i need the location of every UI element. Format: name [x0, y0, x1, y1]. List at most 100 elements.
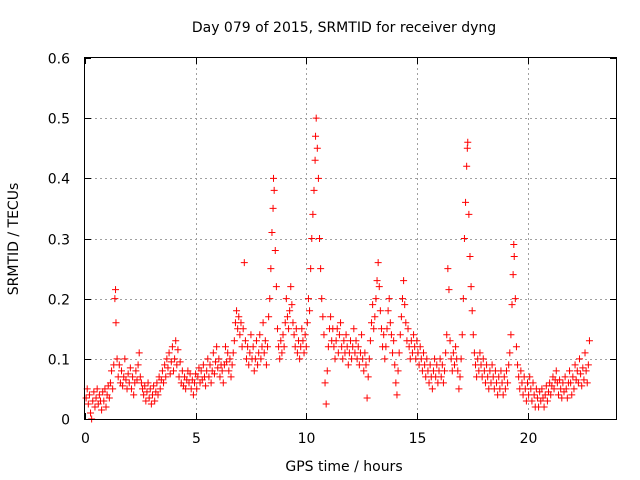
- data-point: [392, 379, 400, 387]
- data-point: [437, 373, 445, 381]
- data-point: [130, 391, 138, 399]
- data-point: [410, 331, 418, 339]
- data-point: [479, 355, 487, 363]
- data-point: [340, 337, 348, 345]
- data-point: [108, 367, 116, 375]
- data-point: [259, 319, 267, 327]
- data-point: [265, 313, 273, 321]
- data-point: [214, 364, 222, 372]
- data-point: [233, 307, 241, 315]
- data-point: [360, 367, 368, 375]
- data-point: [111, 295, 119, 303]
- data-point: [307, 265, 315, 273]
- data-point: [362, 361, 370, 369]
- data-point: [554, 391, 562, 399]
- data-point: [358, 331, 366, 339]
- data-point: [101, 385, 109, 393]
- data-point: [266, 295, 274, 303]
- data-point: [416, 343, 424, 351]
- data-point: [386, 319, 394, 327]
- data-point: [229, 349, 237, 357]
- data-point: [264, 343, 272, 351]
- data-point: [361, 349, 369, 357]
- data-point: [237, 319, 245, 327]
- data-point: [327, 313, 335, 321]
- data-point: [562, 385, 570, 393]
- data-point: [287, 283, 295, 291]
- data-point: [141, 382, 149, 390]
- data-point: [236, 331, 244, 339]
- data-point: [282, 295, 290, 303]
- x-tick-label: 15: [409, 431, 427, 447]
- data-point: [317, 265, 325, 273]
- data-point: [254, 361, 262, 369]
- data-point: [98, 406, 106, 414]
- y-tick-label: 0: [61, 413, 70, 429]
- data-point: [112, 286, 120, 294]
- data-point: [573, 367, 581, 375]
- data-point: [301, 331, 309, 339]
- data-point: [261, 337, 269, 345]
- data-point: [289, 319, 297, 327]
- data-point: [218, 367, 226, 375]
- data-point: [526, 373, 534, 381]
- data-point: [540, 403, 548, 411]
- data-point: [446, 337, 454, 345]
- data-point: [161, 361, 169, 369]
- data-point: [500, 373, 508, 381]
- data-point: [514, 361, 522, 369]
- data-point: [172, 337, 180, 345]
- data-point: [568, 391, 576, 399]
- data-point: [538, 385, 546, 393]
- data-point: [286, 307, 294, 315]
- data-point: [308, 235, 316, 242]
- data-point: [210, 370, 218, 378]
- data-point: [278, 349, 286, 357]
- data-point: [212, 358, 220, 366]
- data-point: [499, 391, 507, 399]
- data-point: [95, 391, 103, 399]
- data-point: [168, 343, 176, 351]
- data-point: [318, 295, 326, 303]
- chart-title: Day 079 of 2015, SRMTID for receiver dyn…: [192, 20, 496, 36]
- data-point: [205, 373, 213, 381]
- y-tick-label: 0.3: [48, 233, 70, 249]
- data-point: [150, 382, 158, 390]
- data-point: [462, 198, 470, 206]
- data-point: [445, 286, 453, 294]
- data-point: [442, 349, 450, 357]
- data-point: [528, 397, 536, 405]
- data-point: [395, 349, 403, 357]
- data-point: [156, 385, 164, 393]
- data-point: [352, 337, 360, 345]
- data-point: [144, 379, 152, 387]
- data-point: [510, 241, 518, 249]
- data-point: [82, 394, 90, 402]
- data-point: [501, 385, 509, 393]
- data-point: [304, 295, 312, 303]
- data-point: [584, 361, 592, 369]
- data-point: [142, 397, 150, 405]
- data-point: [398, 295, 406, 303]
- data-point: [330, 343, 338, 351]
- data-point: [92, 394, 100, 402]
- data-point: [457, 355, 465, 363]
- data-point: [488, 361, 496, 369]
- data-point: [585, 337, 593, 345]
- data-point: [121, 355, 129, 363]
- data-point: [276, 355, 284, 363]
- data-point: [135, 349, 143, 357]
- data-point: [170, 367, 177, 375]
- data-point: [443, 331, 451, 339]
- data-point: [454, 367, 462, 375]
- data-point: [303, 319, 311, 327]
- data-point: [365, 355, 373, 363]
- data-point: [547, 391, 555, 399]
- data-point: [166, 370, 174, 378]
- data-point: [517, 367, 525, 375]
- data-point: [323, 367, 331, 375]
- x-tick-label: 5: [192, 431, 201, 447]
- data-point: [106, 379, 114, 387]
- data-point: [423, 355, 431, 363]
- data-point: [332, 337, 340, 345]
